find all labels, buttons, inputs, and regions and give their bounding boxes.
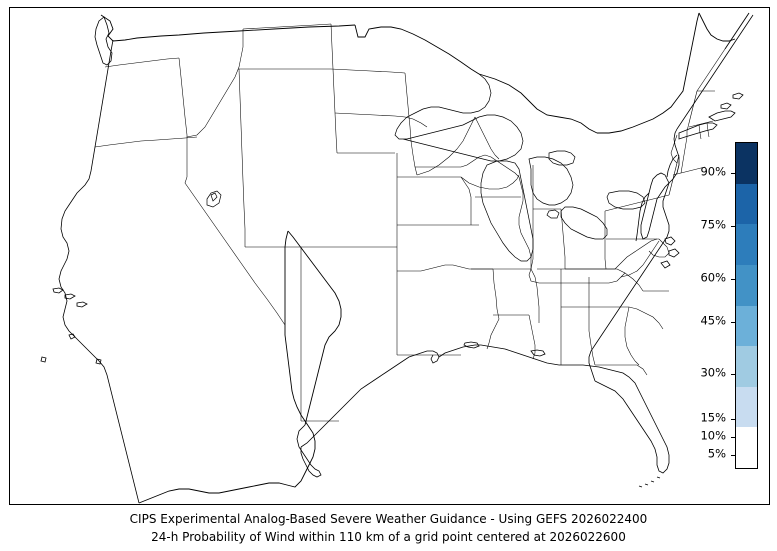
tick-mark-icon [731, 418, 735, 420]
colorbar-tick-label: 10% [700, 428, 726, 443]
colorbar-band-75 [736, 183, 757, 225]
colorbar-band-90 [736, 143, 757, 184]
caption-line-1: CIPS Experimental Analog-Based Severe We… [129, 512, 648, 526]
tick-mark-icon [731, 225, 735, 227]
map-axes[interactable] [9, 7, 770, 505]
colorbar-tick-labels: 90% 75% 60% 45% 30% 15% 10% 5% [690, 142, 735, 467]
colorbar-band-15 [736, 346, 757, 387]
colorbar-tick-label: 45% [700, 313, 726, 328]
tick-mark-icon [731, 172, 735, 174]
tick-mark-icon [731, 321, 735, 323]
colorbar-band-60 [736, 224, 757, 265]
tick-mark-icon [731, 436, 735, 438]
colorbar-band-45 [736, 264, 757, 306]
colorbar-tick-label: 60% [700, 270, 726, 285]
tick-mark-icon [731, 454, 735, 456]
colorbar-tick-label: 5% [707, 446, 726, 461]
colorbar-tick-label: 75% [700, 217, 726, 232]
colorbar-band-30 [736, 305, 757, 347]
colorbar-band-5 [736, 427, 757, 468]
probability-colorbar[interactable] [735, 142, 758, 469]
colorbar-tick-label: 90% [700, 164, 726, 179]
conus-map [9, 7, 770, 505]
figure-caption: CIPS Experimental Analog-Based Severe We… [0, 510, 777, 546]
tick-mark-icon [731, 373, 735, 375]
colorbar-band-10 [736, 386, 757, 428]
colorbar-tick-label: 30% [700, 365, 726, 380]
tick-mark-icon [731, 278, 735, 280]
colorbar-tick-label: 15% [700, 410, 726, 425]
caption-line-2: 24-h Probability of Wind within 110 km o… [151, 530, 626, 544]
